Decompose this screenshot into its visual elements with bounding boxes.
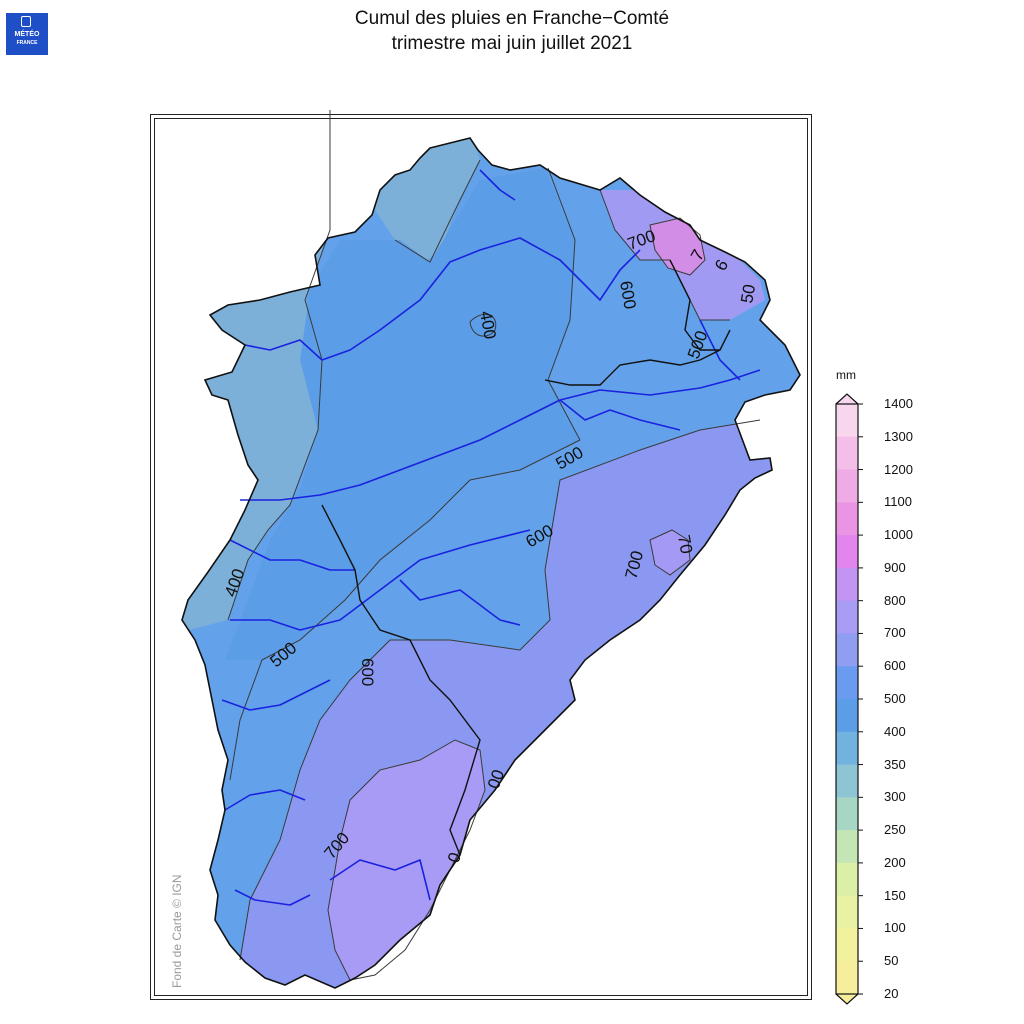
logo-text-line1: MÉTÉO	[14, 31, 40, 38]
legend-tick-label: 800	[884, 592, 906, 608]
map-frame-inner	[154, 118, 808, 996]
river-ain	[329, 859, 431, 901]
legend-band	[836, 797, 858, 831]
legend-tick-label: 500	[884, 691, 906, 706]
border-haute-saone-doubs	[544, 349, 721, 386]
map-credit: Fond de Carte © IGN	[170, 874, 184, 988]
river-lanterne	[479, 169, 516, 201]
legend-tick-label: 350	[884, 756, 906, 772]
river-loue	[230, 529, 531, 631]
legend-tick-label: 1100	[884, 494, 912, 510]
legend-tick-label: 1000	[884, 527, 913, 543]
meteo-france-logo: MÉTÉO FRANCE	[6, 13, 48, 55]
legend-tick-label: 1300	[884, 428, 913, 444]
legend-band	[836, 699, 858, 733]
isoline-500-central	[229, 439, 581, 781]
legend-tick-label: 50	[884, 953, 899, 969]
legend-top-arrow-icon	[835, 393, 859, 405]
legend-band	[836, 600, 858, 634]
river-solnan	[224, 789, 306, 811]
isoline-400-west	[227, 110, 331, 621]
rain-zone-700-plus-northeast	[650, 218, 705, 275]
legend-tick-label: 300	[884, 789, 906, 805]
legend-band	[836, 535, 858, 569]
isoline-700-east	[649, 529, 691, 576]
river-clauge	[229, 539, 355, 571]
legend-band	[836, 666, 858, 700]
legend-band	[836, 502, 858, 536]
isoline-label: 600	[616, 279, 640, 310]
legend-tick-label: 900	[884, 559, 906, 575]
river-doubs-saone	[240, 369, 761, 501]
border-territoire-de-belfort	[669, 259, 731, 351]
river-loue-branch	[399, 579, 521, 626]
isoline-label: 50	[737, 283, 759, 305]
legend-band	[836, 436, 858, 471]
legend-band	[836, 764, 858, 798]
isoline-400-pocket	[469, 314, 497, 337]
legend-tick-label: 1400	[884, 396, 913, 411]
river-saone-west	[244, 339, 323, 361]
rain-zone-700-800-south	[328, 740, 485, 980]
legend-tick-label: 200	[884, 854, 906, 870]
rain-zone-400-500	[225, 168, 580, 660]
legend-tick-label: 100	[884, 920, 906, 936]
legend-tick-label: 400	[884, 723, 906, 739]
legend-band	[836, 567, 858, 602]
legend-tick-label: 700	[884, 625, 906, 641]
legend-band	[836, 862, 858, 897]
isoline-400-north	[394, 159, 481, 263]
legend-tick-label: 1200	[884, 461, 913, 477]
legend-band	[836, 404, 858, 438]
river-doubs-upper	[559, 399, 681, 431]
isoline-label: 400	[476, 309, 500, 340]
legend-bands	[836, 404, 858, 995]
river-suran	[234, 889, 311, 906]
border-doubs-jura	[321, 504, 481, 856]
logo-text-line2: FRANCE	[16, 40, 38, 46]
isoline-700-south	[327, 739, 486, 981]
isoline-600-south	[239, 419, 761, 961]
rain-zone-700-east	[650, 530, 690, 575]
map-title: Cumul des pluies en Franche−Comté trimes…	[200, 6, 824, 56]
legend-band	[836, 731, 858, 766]
legend-tickmarks	[858, 403, 863, 995]
legend-band	[836, 961, 858, 995]
river-ognon	[321, 237, 641, 361]
legend-bottom-arrow-icon	[835, 993, 859, 1005]
rainfall-fill-layer	[182, 138, 800, 988]
legend-band	[836, 633, 858, 667]
river-seille	[221, 679, 331, 711]
legend-tick-label: 600	[884, 658, 906, 674]
map-frame-outer	[150, 114, 812, 1000]
map-title-line2: trimestre mai juin juillet 2021	[391, 33, 633, 54]
river-layer	[221, 169, 761, 906]
legend-band	[836, 830, 858, 864]
map-title-line1: Cumul des pluies en Franche−Comté	[354, 8, 670, 29]
legend-unit: mm	[836, 368, 856, 382]
legend-tick-label: 150	[884, 887, 906, 903]
isoline-label: 600	[358, 658, 377, 686]
legend-band	[836, 469, 858, 503]
legend-tick-label: 20	[884, 986, 899, 1001]
legend-tick-label: 250	[884, 822, 906, 838]
legend-band	[836, 928, 858, 962]
isoline-layer	[227, 110, 761, 981]
river-allan	[699, 319, 741, 381]
isoline-label: 70	[674, 533, 696, 555]
legend-band	[836, 895, 858, 929]
legend-colorbar	[835, 393, 863, 1005]
logo-mark-icon	[21, 16, 31, 27]
department-border-layer	[321, 259, 731, 856]
